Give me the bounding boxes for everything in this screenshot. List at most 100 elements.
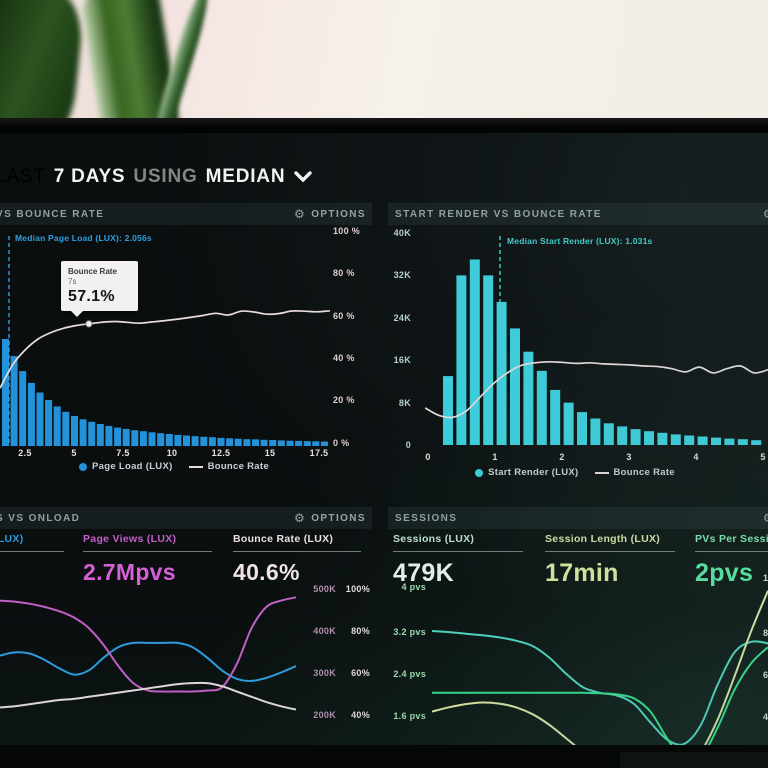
y-tick-label-clipped: 8: [763, 628, 768, 638]
histogram-bar: [550, 389, 561, 445]
panel-onload-header: S VS ONLOAD ⚙ OPTIONS: [0, 507, 372, 529]
legend-label: Page Load (LUX): [92, 461, 173, 472]
y-tick-k-label: 300K: [313, 668, 336, 678]
histogram-bar: [286, 440, 294, 446]
y-tick-label: 8K: [398, 397, 411, 408]
page-load-legend: Page Load (LUX) Bounce Rate: [0, 461, 348, 472]
metric-rule: [0, 551, 64, 552]
histogram-bar: [114, 427, 122, 446]
bounce-rate-line: [0, 681, 297, 711]
histogram-bar: [10, 356, 18, 446]
histogram-bar: [191, 436, 199, 446]
y-tick-k-label: 500K: [313, 584, 336, 594]
histogram-bar: [165, 434, 173, 446]
page-load-options-button[interactable]: ⚙ OPTIONS: [294, 208, 366, 220]
histogram-bar: [19, 371, 27, 446]
legend-dot-icon: [79, 462, 88, 471]
histogram-bar: [96, 424, 104, 446]
page-load-chart: [0, 236, 330, 446]
histogram-bar: [234, 438, 242, 446]
legend-item-start-render[interactable]: Start Render (LUX): [475, 467, 578, 478]
legend-item-page-load[interactable]: Page Load (LUX): [79, 461, 173, 472]
header-using: USING: [133, 166, 198, 187]
histogram-bar: [469, 259, 480, 445]
metric-value: 479K: [393, 559, 454, 587]
histogram-bar: [303, 441, 311, 446]
y-tick-pct-label: 60%: [351, 668, 370, 678]
histogram-bar: [563, 402, 574, 445]
time-range-selector[interactable]: LAST 7 DAYS USING MEDIAN: [0, 166, 313, 188]
gear-icon[interactable]: ⚙: [763, 512, 768, 524]
histogram-bar: [312, 441, 320, 446]
y-tick-label-clipped: 1: [763, 573, 768, 583]
x-tick-label: 4: [693, 452, 699, 462]
histogram-bar: [2, 339, 9, 446]
histogram-bar: [217, 437, 225, 446]
histogram-bar: [630, 429, 641, 445]
panel-start-render-title: START RENDER VS BOUNCE RATE: [395, 208, 602, 220]
histogram-bar: [697, 436, 708, 445]
legend-item-bounce-rate[interactable]: Bounce Rate: [188, 461, 269, 472]
metric-value: 17min: [545, 559, 619, 587]
metric-sessions: Sessions (LUX) 479K: [393, 533, 523, 588]
metric-label: Sessions (LUX): [393, 533, 475, 545]
metric-session-length: Session Length (LUX) 17min: [545, 533, 675, 588]
x-tick-label: 3: [626, 452, 632, 462]
chevron-down-icon[interactable]: [293, 171, 313, 183]
x-tick-label: 1: [492, 452, 498, 462]
legend-label: Bounce Rate: [613, 467, 675, 478]
x-tick-label: 5: [760, 452, 766, 462]
histogram-bar: [260, 439, 268, 446]
histogram-bar: [657, 432, 668, 445]
histogram-bar: [603, 423, 614, 445]
onload-options-button[interactable]: ⚙ OPTIONS: [294, 512, 366, 524]
start-render-chart: [425, 236, 768, 445]
y-tick-label-clipped: 4: [763, 712, 768, 722]
histogram-bar: [456, 275, 467, 445]
histogram-bar: [208, 437, 216, 446]
histogram-bar: [139, 431, 147, 446]
legend-label: Bounce Rate: [207, 461, 269, 472]
histogram-bar: [577, 412, 587, 445]
bezel-reflection: [620, 752, 768, 768]
x-tick-label: 2.5: [18, 448, 32, 458]
header-range: 7 DAYS: [53, 166, 126, 187]
histogram-bar: [252, 439, 259, 446]
histogram-bar: [295, 440, 303, 446]
histogram-bar: [536, 370, 547, 445]
gear-icon[interactable]: ⚙: [294, 511, 307, 525]
y-tick-pct-label: 40%: [351, 710, 370, 720]
histogram-bar: [183, 435, 190, 446]
histogram-bar: [243, 439, 251, 446]
gear-icon[interactable]: ⚙: [763, 208, 768, 220]
y-tick-label: 16K: [393, 355, 411, 366]
metric-rule: [393, 551, 523, 552]
histogram-bar: [122, 428, 130, 446]
panel-start-render-header: START RENDER VS BOUNCE RATE ⚙: [388, 203, 768, 225]
tooltip-series: Bounce Rate: [68, 267, 117, 276]
panel-sessions-title: SESSIONS: [395, 512, 458, 524]
pvs-per-session-line: [432, 646, 768, 745]
histogram-bar: [27, 382, 35, 446]
y-tick-k-label: 400K: [313, 626, 336, 636]
y-tick-pct-label: 100%: [345, 584, 370, 594]
panel-onload-title: S VS ONLOAD: [0, 512, 81, 524]
histogram-bar: [277, 440, 285, 446]
y-tick-label: 0: [405, 440, 411, 450]
x-tick-label: 0: [425, 452, 431, 462]
header-prefix: LAST: [0, 166, 46, 187]
histogram-bar: [105, 425, 113, 446]
metric-pvs-per-session: PVs Per Session (LUX) 2pvs: [695, 533, 768, 588]
histogram-bar: [737, 439, 748, 445]
histogram-bar: [590, 418, 601, 445]
histogram-bar: [711, 437, 721, 445]
panel-page-load-header: VS BOUNCE RATE ⚙ OPTIONS: [0, 203, 372, 225]
tooltip-x-value: 7s: [68, 277, 77, 286]
metric-value: 2.7Mpvs: [83, 559, 176, 585]
y-tick-label: 40 %: [333, 352, 355, 363]
sessions-chart: [432, 590, 768, 745]
gear-icon[interactable]: ⚙: [294, 207, 307, 221]
y-tick-label: 100 %: [333, 226, 361, 236]
legend-item-bounce-rate[interactable]: Bounce Rate: [594, 467, 675, 478]
y-tick-label: 2.4 pvs: [393, 669, 426, 679]
